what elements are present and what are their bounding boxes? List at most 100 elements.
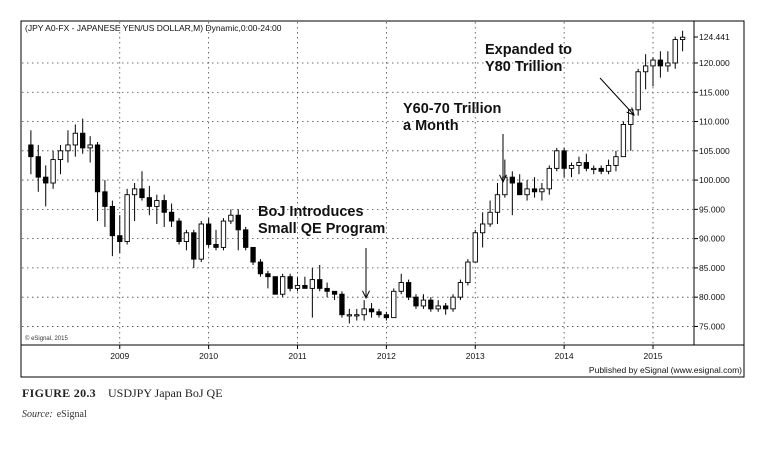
candle-body-down — [302, 285, 308, 289]
candle-body-up — [294, 285, 301, 289]
candle-body-up — [124, 194, 130, 242]
candle-body-up — [391, 290, 397, 319]
figure-source: Source: eSignal — [22, 409, 87, 420]
candle-body-down — [443, 305, 449, 310]
x-axis-ticks: 2009 2010 2011 2012 2013 2014 2015 — [110, 345, 663, 361]
y-tick-label: 95.000 — [699, 204, 725, 214]
candle-body-down — [413, 296, 419, 307]
candle-body-up — [354, 314, 360, 317]
candle-body-up — [72, 132, 78, 146]
candle-body-up — [398, 282, 404, 292]
candle-body-down — [339, 293, 345, 316]
candle-body-up — [420, 299, 427, 307]
candle-body-up — [620, 124, 627, 158]
candle-body-up — [568, 164, 575, 169]
candle-body-up — [642, 65, 649, 73]
candle-body-down — [94, 144, 101, 193]
candle-body-up — [524, 188, 530, 196]
annotations: BoJ Introduces Small QE Program Y60-70 Tri… — [258, 42, 635, 300]
candle-body-up — [50, 159, 56, 184]
annotation-y80-trillion: Expanded to Y80 Trillion — [485, 42, 572, 75]
candle-body-down — [272, 276, 278, 295]
candle-body-down — [176, 220, 182, 242]
candle-body-up — [198, 223, 204, 260]
candle-body-down — [428, 299, 434, 310]
candle-body-down — [235, 214, 241, 231]
candle-body-down — [146, 197, 153, 207]
candle-body-down — [287, 276, 293, 289]
candle-body-down — [168, 211, 175, 222]
annotation-arrow-head — [362, 290, 370, 300]
candles — [28, 30, 686, 324]
candle-body-down — [405, 282, 412, 298]
candle-body-up — [605, 164, 612, 172]
candle-body-up — [228, 214, 234, 222]
candle-body-down — [250, 246, 256, 263]
candle-body-down — [161, 200, 167, 213]
candle-body-down — [191, 232, 197, 260]
candle-body-up — [65, 144, 71, 152]
candle-body-down — [28, 144, 34, 158]
annotation-arrow-shaft — [599, 77, 635, 116]
annotation-y60-70-trillion: Y60-70 Trillion a Month — [403, 101, 501, 134]
x-tick-label: 2010 — [199, 351, 218, 361]
candle-body-down — [561, 150, 567, 169]
candle-body-down — [265, 273, 271, 278]
candle-body-up — [591, 167, 597, 171]
x-tick-label: 2013 — [466, 351, 485, 361]
candle-body-up — [635, 71, 641, 111]
figure-title: USDJPY Japan BoJ QE — [107, 386, 223, 400]
candle-body-up — [479, 223, 486, 234]
candle-body-down — [657, 59, 664, 67]
candle-body-down — [509, 176, 515, 184]
candle-body-up — [576, 162, 582, 166]
candle-body-up — [346, 314, 352, 317]
candle-body-down — [139, 188, 145, 199]
y-tick-label: 75.000 — [699, 321, 725, 331]
candle-body-up — [57, 150, 64, 161]
annotation-arrow-head — [499, 174, 507, 184]
x-tick-label: 2009 — [110, 351, 129, 361]
y-axis-ticks: 75.000 80.000 85.000 90.000 95.000 100.000 105… — [694, 32, 730, 331]
candle-body-down — [80, 132, 86, 149]
candle-body-down — [598, 167, 604, 172]
x-tick-label: 2014 — [555, 351, 574, 361]
grid — [22, 22, 693, 344]
candle-body-down — [43, 176, 49, 184]
candle-body-up — [472, 232, 478, 263]
candle-body-up — [672, 39, 678, 64]
y-tick-label: 90.000 — [699, 234, 725, 244]
candle-body-down — [383, 314, 390, 319]
candle-body-down — [35, 156, 41, 178]
candle-body-up — [131, 188, 138, 196]
candle-body-up — [154, 200, 160, 207]
candle-body-down — [531, 188, 538, 193]
candle-body-down — [117, 235, 123, 242]
candle-body-up — [280, 276, 286, 295]
figure-caption: FIGURE 20.3 USDJPY Japan BoJ QE — [22, 386, 223, 401]
candle-body-up — [465, 261, 471, 283]
x-tick-label: 2011 — [288, 351, 307, 361]
candle-body-up — [309, 279, 316, 289]
candle-body-down — [324, 287, 330, 292]
x-tick-label: 2012 — [377, 351, 396, 361]
y-tick-label: 110.000 — [699, 117, 729, 127]
candle-body-up — [554, 150, 560, 169]
candle-body-down — [583, 162, 590, 169]
candle-body-up — [450, 296, 456, 310]
candle-body-up — [679, 36, 686, 41]
candle-body-down — [331, 290, 338, 295]
candle-body-down — [517, 182, 523, 196]
candle-body-down — [317, 279, 323, 289]
candle-body-down — [205, 223, 212, 245]
candle-body-down — [243, 229, 249, 248]
candle-body-down — [109, 205, 116, 237]
candle-body-up — [613, 156, 619, 166]
y-tick-label: 100.000 — [699, 175, 730, 185]
y-tick-label: 120.000 — [699, 58, 730, 68]
candle-body-down — [368, 308, 375, 313]
annotation-arrow-head — [626, 107, 635, 116]
candle-body-up — [87, 144, 93, 149]
watermark: © eSignal, 2015 — [25, 335, 68, 342]
y-tick-label: 124.441 — [699, 32, 730, 42]
